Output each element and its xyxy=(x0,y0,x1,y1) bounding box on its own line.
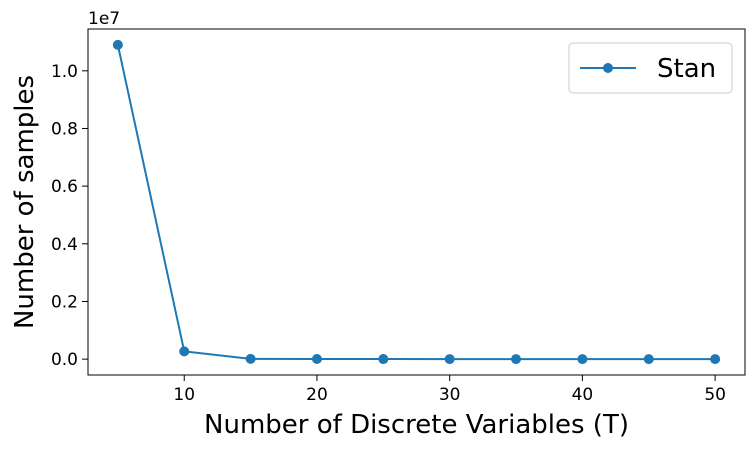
y-tick-label: 0.2 xyxy=(51,292,78,312)
legend-marker-swatch xyxy=(603,63,613,73)
legend: Stan xyxy=(568,42,733,94)
x-tick-label: 50 xyxy=(704,385,726,405)
data-point xyxy=(378,354,389,365)
x-tick-label: 10 xyxy=(173,385,195,405)
legend-box xyxy=(568,42,733,94)
y-tick-label: 1.0 xyxy=(51,62,78,82)
y-axis-ticks: 0.0 0.2 0.4 0.6 0.8 1.0 xyxy=(51,62,88,370)
x-tick-label: 30 xyxy=(439,385,461,405)
y-tick-label: 0.6 xyxy=(51,177,78,197)
y-tick-label: 0.4 xyxy=(51,235,78,255)
y-tick-label: 0.0 xyxy=(51,350,78,370)
x-axis-title: Number of Discrete Variables (T) xyxy=(204,410,629,440)
data-point xyxy=(179,346,190,357)
plot-frame xyxy=(87,28,746,376)
data-point xyxy=(643,354,654,365)
y-axis-title: Number of samples xyxy=(10,75,40,329)
x-tick-label: 20 xyxy=(306,385,328,405)
data-point xyxy=(245,353,256,364)
y-tick-label: 0.8 xyxy=(51,119,78,139)
data-point xyxy=(311,353,322,364)
series-layer xyxy=(112,39,721,365)
series-line-stan xyxy=(116,44,716,361)
legend-entry-stan: Stan xyxy=(657,54,716,84)
x-axis-ticks: 10 20 30 40 50 xyxy=(173,375,726,405)
data-point xyxy=(112,39,123,50)
x-tick-label: 40 xyxy=(572,385,594,405)
y-axis-offset-label: 1e7 xyxy=(88,9,120,29)
data-point xyxy=(444,354,455,365)
data-point xyxy=(710,354,721,365)
data-point xyxy=(511,354,522,365)
data-point xyxy=(577,354,588,365)
